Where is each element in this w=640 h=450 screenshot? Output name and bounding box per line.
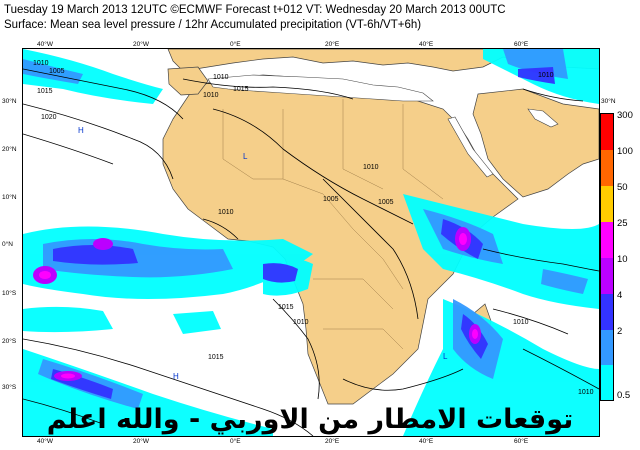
lat-tick-left: 10°S (2, 290, 17, 297)
inland-seas (207, 74, 559, 178)
lon-tick-bottom: 60°E (514, 438, 529, 445)
isobar-label: 1020 (41, 114, 57, 121)
isobar-label: 1005 (378, 199, 394, 206)
lat-tick-left: 30°S (2, 384, 17, 391)
lat-tick-left: 20°S (2, 338, 17, 345)
lon-tick-bottom: 40°E (419, 438, 434, 445)
map-panel: 1010 1005 1015 1020 1010 1015 1010 1010 … (22, 48, 600, 437)
legend-swatch (601, 365, 613, 400)
isobar-label: 1010 (218, 209, 234, 216)
red-sea (447, 116, 494, 178)
isobar-label: 1005 (49, 68, 65, 75)
isobar-label: 1010 (203, 92, 219, 99)
isobar-label: 1015 (278, 304, 294, 311)
low-pressure-marker: L (443, 352, 448, 361)
isobar-label: 1015 (233, 86, 249, 93)
isobar-label: 1010 (33, 60, 49, 67)
country-borders (222, 99, 444, 350)
mediterranean-sea (207, 74, 434, 102)
legend-swatch (601, 222, 613, 258)
isobar-label: 1010 (213, 74, 229, 81)
pressure-centres: H L H L (78, 126, 448, 381)
legend-swatch (601, 294, 613, 330)
precip-extreme (39, 233, 478, 379)
map-svg: 1010 1005 1015 1020 1010 1015 1010 1010 … (23, 49, 599, 436)
lon-tick-bottom: 20°E (325, 438, 340, 445)
lon-tick-bottom: 20°W (133, 438, 149, 445)
legend-label: 100 (617, 146, 633, 157)
isobar-label: 1015 (37, 88, 53, 95)
isobar-label: 1010 (578, 389, 594, 396)
high-pressure-marker: H (173, 372, 179, 381)
lon-tick-top: 20°W (133, 41, 149, 48)
lat-tick-left: 20°N (2, 146, 17, 153)
legend-swatch (601, 330, 613, 365)
isobar-label: 1010 (513, 319, 529, 326)
lat-tick-left: 10°N (2, 194, 17, 201)
lat-tick-left: 0°N (2, 241, 13, 248)
isobar-label: 1005 (323, 196, 339, 203)
legend-label: 4 (617, 290, 623, 301)
lon-tick-top: 40°W (37, 41, 53, 48)
lon-tick-top: 20°E (325, 41, 340, 48)
lon-tick-bottom: 0°E (230, 438, 241, 445)
lon-tick-top: 40°E (419, 41, 434, 48)
map-title-line1: Tuesday 19 March 2013 12UTC ©ECMWF Forec… (4, 4, 506, 16)
legend-swatch (601, 150, 613, 186)
lat-tick-left: 30°N (2, 98, 17, 105)
legend-swatch (601, 186, 613, 222)
high-pressure-marker: H (78, 126, 84, 135)
iberia-landmass (167, 66, 209, 96)
isobars (23, 68, 599, 436)
persian-gulf (527, 108, 559, 128)
lat-tick-right: 30°N (601, 98, 616, 105)
legend-swatch (601, 114, 613, 150)
low-pressure-marker: L (243, 152, 248, 161)
legend-label: 0.5 (617, 390, 631, 401)
arabia-landmass (472, 88, 599, 198)
lon-tick-top: 0°E (230, 41, 241, 48)
legend-label: 300 (617, 110, 633, 121)
isobar-label: 1010 (363, 164, 379, 171)
arabic-overlay-caption: توقعات الامطار من الاوربي - والله اعلم (46, 404, 574, 435)
isobar-label: 1010 (293, 319, 309, 326)
legend-label: 2 (617, 326, 623, 337)
lon-tick-bottom: 40°W (37, 438, 53, 445)
isobar-labels: 1010 1005 1015 1020 1010 1015 1010 1010 … (33, 60, 594, 396)
legend-label: 10 (617, 254, 628, 265)
precip-legend (600, 113, 614, 401)
isobar-label: 1015 (208, 354, 224, 361)
lon-tick-top: 60°E (514, 41, 529, 48)
legend-label: 25 (617, 218, 628, 229)
legend-swatch (601, 258, 613, 294)
isobar-label: 1010 (538, 72, 554, 79)
map-title-line2: Surface: Mean sea level pressure / 12hr … (4, 19, 422, 31)
legend-label: 50 (617, 182, 628, 193)
